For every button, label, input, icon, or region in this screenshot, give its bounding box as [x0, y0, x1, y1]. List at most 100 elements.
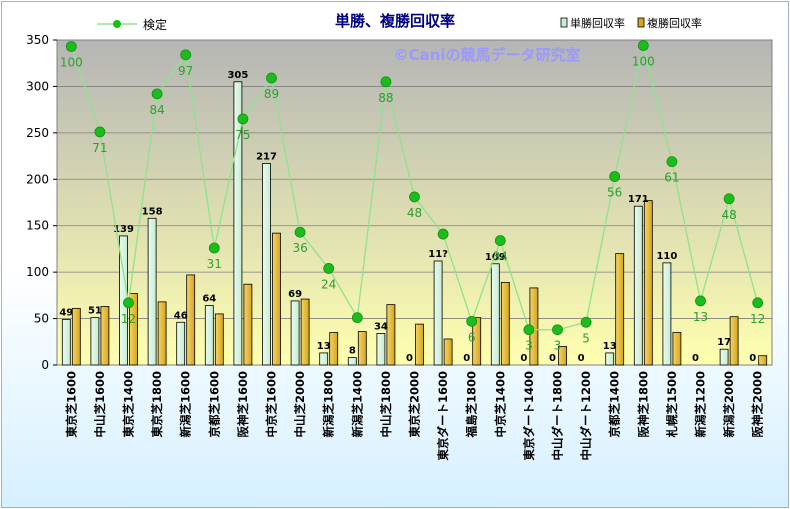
- x-category-label: 京都芝1400: [608, 371, 622, 438]
- kentei-point: [466, 315, 478, 327]
- kentei-point: [637, 40, 649, 51]
- bar-fukusho: [415, 323, 424, 366]
- kentei-data-label: 71: [92, 141, 107, 155]
- bar-tansho: [347, 357, 357, 366]
- bar-tansho: [90, 317, 100, 366]
- x-category-label: 中京芝1400: [493, 371, 507, 438]
- x-category-label: 東京芝1600: [64, 371, 78, 438]
- kentei-data-label: 84: [149, 103, 164, 117]
- kentei-point: [266, 72, 277, 84]
- x-category-label: 中山芝1800: [379, 371, 393, 438]
- kentei-data-label: 100: [60, 56, 83, 70]
- bar-data-label: 139: [113, 224, 134, 235]
- bar-data-label: 109: [485, 252, 506, 263]
- x-category-label: 阪神芝2000: [751, 371, 765, 438]
- x-category-label: 中京芝1600: [265, 371, 279, 438]
- bar-tansho: [719, 348, 729, 366]
- bar-fukusho: [300, 298, 310, 366]
- legend: 検定 単勝回収率 複勝回収率: [97, 16, 702, 32]
- x-category-label: 東京芝2000: [408, 371, 422, 438]
- y-tick-label: 250: [26, 126, 49, 140]
- kentei-data-label: 48: [721, 208, 736, 222]
- bar-tansho: [605, 352, 615, 366]
- x-category-label: 中山芝1600: [93, 371, 107, 438]
- x-category-label: 中山ダート1800: [551, 371, 565, 461]
- kentei-point: [151, 88, 163, 100]
- y-axis: 0 50 100 150 200 250 300 350: [26, 33, 57, 372]
- x-category-label: 新潟芝1800: [322, 371, 336, 438]
- legend-line-label: 検定: [143, 17, 167, 32]
- bar-tansho: [176, 321, 186, 366]
- legend-bar1-label: 単勝回収率: [570, 16, 625, 30]
- bar-data-label: 69: [288, 289, 302, 300]
- bar-data-label: 13: [317, 341, 331, 352]
- kentei-data-label: 88: [378, 91, 393, 105]
- bar-data-label: 0: [463, 353, 470, 364]
- y-tick-label: 50: [34, 312, 49, 326]
- x-category-label: 東京ダート1600: [436, 371, 450, 461]
- bars: [61, 81, 768, 366]
- plot-area: [56, 39, 773, 366]
- y-tick-label: 200: [26, 172, 49, 186]
- kentei-point: [323, 263, 335, 274]
- kentei-data-label: 89: [264, 87, 279, 101]
- bar-fukusho: [672, 332, 682, 366]
- bar-data-label: 110: [656, 251, 677, 262]
- bar-tansho: [433, 260, 443, 366]
- bar-fukusho: [472, 317, 482, 366]
- kentei-line: [65, 40, 764, 336]
- bar-fukusho: [443, 338, 453, 366]
- bar-fukusho: [272, 232, 281, 366]
- kentei-point: [380, 76, 392, 88]
- bar-data-label: 171: [628, 194, 649, 205]
- kentei-data-label: 3: [554, 339, 562, 353]
- kentei-point: [523, 324, 535, 336]
- bar-fukusho: [615, 253, 625, 366]
- bar-data-label: 49: [59, 308, 73, 319]
- bar-data-label: 17: [717, 337, 731, 348]
- legend-bar2-label: 複勝回収率: [647, 16, 702, 30]
- kentei-point: [208, 242, 220, 254]
- kentei-data-label: 5: [582, 331, 590, 345]
- legend-bar1-swatch: [560, 17, 568, 28]
- kentei-data-label: 56: [607, 186, 622, 200]
- bar-fukusho: [129, 293, 138, 366]
- kentei-point: [65, 41, 77, 52]
- kentei-data-label: 31: [207, 257, 222, 271]
- bar-data-label: 34: [374, 321, 388, 332]
- x-category-label: 新潟芝1600: [179, 371, 193, 438]
- bar-data-label: 305: [227, 70, 248, 81]
- kentei-point: [723, 193, 735, 205]
- kentei-data-labels: 100 71 12 84 97 31 75 89 36 24 88 48 6 34 3 3 5 56 100 61 13…: [60, 55, 765, 353]
- x-category-label: 新潟芝1200: [694, 371, 708, 438]
- x-category-label: 東京芝1400: [122, 371, 136, 438]
- x-category-label: 阪神芝1800: [636, 371, 650, 438]
- kentei-point: [609, 171, 621, 182]
- bar-data-label: 11?: [428, 249, 448, 260]
- bar-data-label: 0: [520, 353, 527, 364]
- bar-tansho: [290, 300, 300, 366]
- y-tick-label: 150: [26, 219, 49, 233]
- kentei-data-label: 13: [693, 310, 708, 324]
- bar-data-label: 0: [749, 353, 756, 364]
- legend-bar2-swatch: [637, 17, 645, 28]
- bar-fukusho: [386, 304, 396, 366]
- bar-fukusho: [729, 316, 739, 366]
- bar-data-label: 217: [256, 152, 277, 163]
- bar-tansho: [233, 81, 243, 366]
- bar-data-label: 13: [603, 341, 617, 352]
- x-category-label: 京都芝1600: [207, 371, 221, 438]
- kentei-point: [580, 316, 592, 328]
- bar-fukusho: [758, 355, 768, 366]
- kentei-data-label: 3: [525, 339, 533, 353]
- bar-tansho: [490, 263, 500, 366]
- bar-fukusho: [71, 307, 81, 366]
- bar-data-label: 158: [142, 206, 163, 217]
- kentei-data-label: 75: [235, 128, 250, 142]
- x-axis-labels: 東京芝1600 中山芝1600 東京芝1400 東京芝1800 新潟芝1600 京都芝16…: [64, 371, 764, 461]
- bar-tansho: [662, 262, 672, 366]
- kentei-point: [752, 297, 764, 309]
- kentei-point: [409, 191, 420, 203]
- bar-data-label: 0: [406, 353, 413, 364]
